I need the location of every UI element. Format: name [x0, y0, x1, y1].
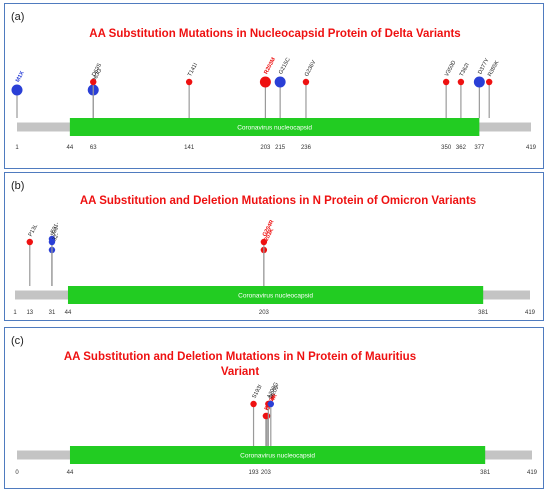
panel-label: (c) [11, 335, 24, 347]
mutation-dot [11, 84, 23, 96]
mutation-dot [485, 78, 493, 86]
domain-label: Coronavirus nucleocapsid [237, 124, 312, 131]
lollipop-plot-a: (a) AA Substitution Mutations in Nucleoca… [11, 11, 537, 151]
axis-tick-label: 381 [478, 310, 489, 316]
axis-tick-label: 236 [301, 145, 312, 151]
mutation-dot [274, 76, 286, 88]
mutation-dot [457, 78, 465, 86]
axis-tick-label: 362 [456, 145, 467, 151]
domain-box [67, 286, 484, 304]
panel-title: AA Substitution and Deletion Mutations i… [80, 195, 476, 207]
mutation-label: E31- [50, 221, 61, 234]
mutation-dot [250, 400, 257, 408]
mutation-label: R203M [263, 56, 277, 75]
axis-tick-label: 13 [26, 310, 33, 316]
axis-tick-label: 44 [67, 145, 74, 151]
mutation-label: R32- [50, 232, 61, 246]
lollipop-plot-b: (b) AA Substitution and Deletion Mutation… [11, 180, 536, 316]
axis-tick-label: 31 [49, 310, 56, 316]
mutation-dot [90, 78, 97, 86]
axis-tick-label: 350 [441, 145, 452, 151]
axis-tick-label: 377 [474, 145, 485, 151]
mutation-label: R209- [269, 383, 282, 399]
mutation-label: G236V [304, 59, 318, 77]
mutation-label: G215C [278, 57, 292, 75]
axis-tick-label: 141 [184, 145, 195, 151]
panel-c: (c) AA Substitution and Deletion Mutation… [4, 327, 544, 489]
mutation-dot [267, 400, 275, 408]
axis-tick-label: 203 [261, 470, 272, 476]
panel-title: Variant [221, 366, 260, 378]
domain-label: Coronavirus nucleocapsid [238, 292, 313, 299]
mutation-dot [48, 238, 56, 246]
mutation-dot [302, 78, 310, 86]
axis-tick-label: 419 [525, 310, 536, 316]
mutation-dot [26, 238, 33, 246]
axis-tick-label: 203 [260, 145, 271, 151]
mutation-label: S193I [252, 384, 264, 400]
panel-title: AA Substitution and Deletion Mutations i… [64, 351, 416, 363]
axis-tick-label: 44 [67, 470, 74, 476]
axis-tick-label: 381 [480, 470, 491, 476]
axis-tick-label: 1 [15, 145, 19, 151]
mutation-label: M1X [15, 70, 26, 83]
mutation-label: P13L [28, 223, 39, 237]
mutation-dot [442, 78, 450, 86]
mutation-dot [260, 238, 268, 246]
axis-tick-label: 419 [526, 145, 537, 151]
mutation-dot [185, 78, 193, 86]
axis-tick-label: 0 [15, 470, 19, 476]
axis-tick-label: 203 [259, 310, 270, 316]
panel-a: (a) AA Substitution Mutations in Nucleoca… [4, 3, 544, 169]
mutation-label: S33- [50, 224, 61, 237]
mutation-label: T141I [187, 62, 199, 78]
axis-tick-label: 44 [65, 310, 72, 316]
mutation-label: T362I [459, 62, 471, 78]
mutation-dot [259, 76, 271, 88]
domain-box [69, 118, 480, 136]
axis-tick-label: 1 [13, 310, 17, 316]
mutation-dot [473, 76, 485, 88]
mutation-dot [263, 412, 271, 420]
domain-label: Coronavirus nucleocapsid [240, 452, 315, 459]
domain-box [69, 446, 486, 464]
panel-label: (b) [11, 180, 24, 192]
lollipop-plot-c: (c) AA Substitution and Deletion Mutation… [11, 335, 538, 476]
panel-label: (a) [11, 11, 24, 23]
axis-tick-label: 193 [249, 470, 260, 476]
axis-tick-label: 63 [90, 145, 97, 151]
mutation-label: V350D [444, 60, 457, 78]
mutation-label: D63S [91, 62, 103, 77]
panel-title: AA Substitution Mutations in Nucleocapsi… [89, 28, 460, 40]
axis-tick-label: 215 [275, 145, 286, 151]
panel-b: (b) AA Substitution and Deletion Mutation… [4, 172, 544, 321]
axis-tick-label: 419 [527, 470, 538, 476]
